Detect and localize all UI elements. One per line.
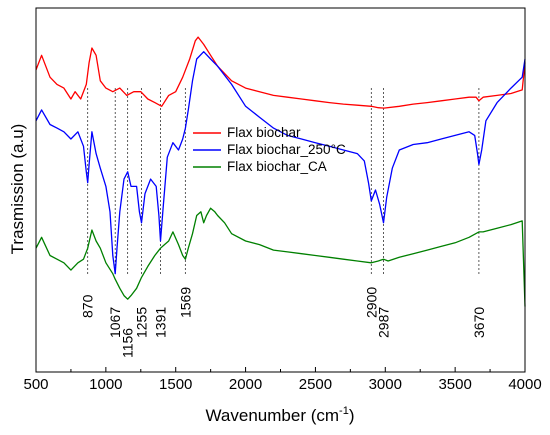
x-axis-ticks: 500 1000 1500 2000 2500 3000 3500 4000 <box>23 367 542 393</box>
peak-label-1255: 1255 <box>133 307 149 338</box>
peak-label-870: 870 <box>80 294 96 318</box>
x-tick-label-3000: 3000 <box>369 376 402 393</box>
y-axis-title: Trasmission (a.u) <box>8 124 27 255</box>
peak-label-3670: 3670 <box>471 307 487 338</box>
x-tick-label-1000: 1000 <box>89 376 122 393</box>
series-line-1 <box>35 36 526 109</box>
peak-label-2900: 2900 <box>363 287 379 318</box>
x-tick-label-2500: 2500 <box>299 376 332 393</box>
legend: Flax biochar Flax biochar_250°C Flax bioch… <box>193 125 346 174</box>
x-tick-label-3500: 3500 <box>438 376 471 393</box>
peak-label-1156: 1156 <box>120 328 136 358</box>
x-tick-label-4000: 4000 <box>508 376 541 393</box>
peak-label-2987: 2987 <box>375 307 391 338</box>
peak-label-1391: 1391 <box>152 307 168 338</box>
x-tick-label-1500: 1500 <box>159 376 192 393</box>
legend-label-2: Flax biochar_250°C <box>227 142 346 157</box>
x-tick-label-500: 500 <box>23 376 48 393</box>
legend-label-1: Flax biochar <box>227 125 301 140</box>
series-group <box>35 36 526 307</box>
x-axis-title-sup: -1 <box>339 405 349 417</box>
x-axis-title-main: Wavenumber (cm <box>206 406 340 425</box>
legend-label-3: Flax biochar_CA <box>227 159 327 174</box>
x-tick-label-2000: 2000 <box>229 376 262 393</box>
peak-lines <box>87 88 480 276</box>
peak-label-1569: 1569 <box>177 287 193 318</box>
series-line-2 <box>35 51 526 275</box>
x-axis-title-suffix: ) <box>349 406 355 425</box>
peak-label-1067: 1067 <box>107 307 123 338</box>
x-axis-title: Wavenumber (cm-1) <box>206 405 355 425</box>
series-line-3 <box>35 207 526 307</box>
